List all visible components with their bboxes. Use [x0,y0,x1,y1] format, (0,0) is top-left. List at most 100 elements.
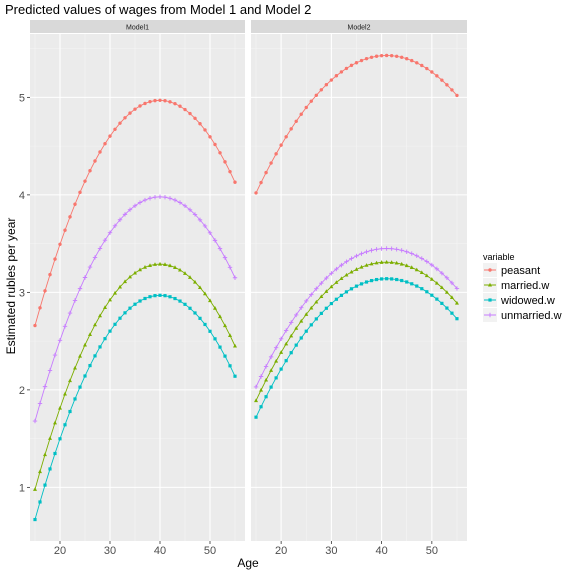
data-point [178,104,182,108]
data-point [254,191,258,195]
data-point [379,246,384,251]
data-point [385,277,389,281]
data-point [152,194,158,200]
data-point [450,311,454,315]
y-tick-label: 1 [19,482,25,494]
data-point [329,301,333,306]
data-point [279,350,284,354]
data-point [82,275,88,280]
data-point [309,99,313,103]
data-point [334,266,339,272]
data-point [123,116,127,120]
data-point [33,487,37,491]
data-point [399,261,404,266]
data-point [390,277,394,281]
data-point [223,160,227,164]
data-point [425,290,429,294]
data-point [435,297,439,301]
panel-strip-label: Model1 [126,25,149,32]
data-point [93,354,97,358]
data-point [364,263,369,267]
data-point [314,286,319,291]
data-point [158,293,162,297]
data-point [254,398,259,403]
data-point [455,93,459,98]
data-point [309,292,314,297]
data-point [324,275,329,281]
data-point [43,452,47,457]
data-point [202,223,208,229]
data-point [213,306,217,310]
data-point [213,337,217,341]
data-point [102,237,108,243]
data-point [83,179,87,183]
legend-key-marker [488,282,492,287]
data-point [142,197,148,203]
data-point [334,280,339,284]
data-point [289,333,294,338]
panel-strip [251,20,467,33]
data-point [128,274,132,279]
x-tick-label: 50 [426,545,438,557]
data-point [153,262,157,266]
legend-item-peasant: peasant [483,263,540,277]
data-point [143,265,147,269]
legend-key-marker [488,298,492,302]
x-tick-label: 30 [325,545,337,557]
data-point [294,312,299,318]
data-point [178,299,182,303]
data-point [354,61,359,65]
data-point [108,329,112,333]
data-point [454,300,459,305]
data-point [259,180,263,185]
data-point [143,296,147,301]
data-point [198,316,202,320]
data-point [103,337,107,341]
data-point [264,170,268,175]
data-point [198,285,202,290]
data-point [148,295,152,299]
data-point [87,264,93,270]
data-point [192,212,198,217]
data-point [339,293,344,297]
panels: Model1 20 30 40 50 1 2 3 4 5 Model2 20 30 40 50 [19,20,467,557]
data-point [344,66,349,71]
data-point [435,74,439,78]
data-point [207,230,213,236]
data-point [314,299,319,304]
legend-key-marker [488,268,492,272]
data-point [314,93,319,97]
data-point [227,265,233,270]
data-point [118,316,122,320]
data-point [188,306,192,310]
data-point [319,88,324,92]
data-point [349,287,354,291]
data-point [429,276,434,281]
data-point [52,352,58,358]
data-point [299,112,303,116]
data-point [309,305,314,310]
data-point [299,318,304,323]
data-point [374,277,379,282]
data-point [123,311,127,315]
data-point [384,53,389,58]
x-axis-title: Age [237,556,259,570]
data-point [394,247,399,252]
data-point [354,267,359,271]
data-point [47,368,53,373]
data-point [309,323,313,327]
data-point [83,374,87,378]
data-point [38,306,42,310]
data-point [58,242,62,247]
data-point [409,265,414,269]
data-point [339,276,344,281]
data-point [349,269,354,274]
data-point [324,306,328,310]
data-point [223,354,227,358]
y-tick-label: 2 [19,385,25,397]
data-point [404,249,409,254]
series-widowed-w [33,293,237,522]
data-point [424,273,429,278]
panel-background [30,34,245,541]
data-point [53,257,57,261]
